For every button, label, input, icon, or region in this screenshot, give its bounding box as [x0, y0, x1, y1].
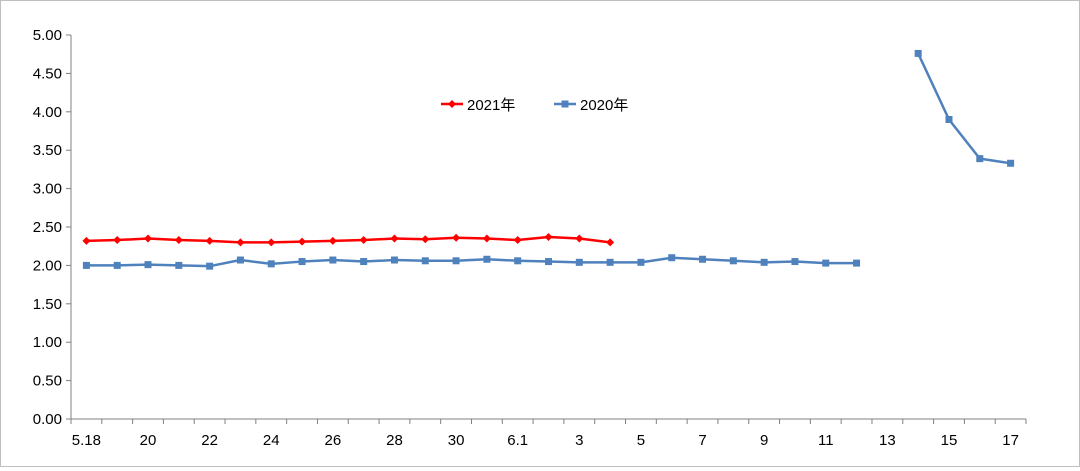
- x-tick-label: 17: [1002, 432, 1019, 449]
- data-point-1: [637, 258, 645, 266]
- data-point-1: [514, 257, 522, 265]
- data-point-1: [113, 261, 121, 269]
- data-point-1: [298, 258, 306, 266]
- series-line-0: [86, 235, 611, 244]
- legend-marker-0: [448, 100, 456, 108]
- data-point-0: [82, 236, 91, 245]
- y-tick-label: 1.00: [33, 334, 62, 351]
- data-point-0: [482, 234, 491, 243]
- data-point-1: [144, 261, 152, 269]
- x-tick-label: 6.1: [507, 432, 528, 449]
- y-tick-label: 3.00: [33, 181, 62, 198]
- y-tick-label: 0.00: [33, 411, 62, 428]
- x-tick-label: 22: [201, 432, 218, 449]
- data-point-0: [328, 236, 337, 245]
- x-tick-label: 28: [386, 432, 403, 449]
- data-point-1: [452, 257, 460, 265]
- data-point-1: [1007, 159, 1015, 167]
- data-point-0: [236, 238, 245, 247]
- data-point-0: [544, 232, 553, 241]
- data-point-1: [236, 256, 244, 264]
- series-line-1: [917, 52, 1011, 165]
- data-point-1: [329, 256, 337, 264]
- data-point-0: [144, 234, 153, 243]
- y-tick-label: 4.50: [33, 65, 62, 82]
- x-tick-label: 3: [575, 432, 583, 449]
- data-point-1: [421, 257, 429, 265]
- data-point-1: [175, 261, 183, 269]
- legend-label: 2020年: [580, 97, 628, 114]
- data-point-1: [82, 261, 90, 269]
- data-point-0: [575, 234, 584, 243]
- x-tick-label: 20: [140, 432, 157, 449]
- y-tick-label: 0.50: [33, 373, 62, 390]
- x-tick-label: 26: [325, 432, 342, 449]
- data-point-1: [699, 255, 707, 263]
- data-point-1: [976, 155, 984, 163]
- data-point-1: [914, 49, 922, 57]
- data-point-0: [205, 236, 214, 245]
- data-point-1: [945, 115, 953, 123]
- data-point-0: [298, 237, 307, 246]
- data-point-1: [760, 258, 768, 266]
- data-point-1: [668, 254, 676, 262]
- x-tick-label: 24: [263, 432, 280, 449]
- data-point-1: [729, 257, 737, 265]
- data-point-1: [791, 258, 799, 266]
- data-point-0: [113, 236, 122, 245]
- data-point-1: [545, 258, 552, 266]
- data-point-0: [421, 235, 430, 244]
- x-tick-label: 5.18: [72, 432, 101, 449]
- y-tick-label: 3.50: [33, 142, 62, 159]
- data-point-0: [174, 236, 183, 245]
- data-point-0: [513, 236, 522, 245]
- data-point-1: [606, 258, 614, 266]
- data-point-0: [452, 233, 461, 242]
- x-tick-label: 9: [760, 432, 768, 449]
- data-point-1: [853, 259, 861, 267]
- y-tick-label: 5.00: [33, 27, 62, 44]
- data-point-1: [390, 256, 398, 264]
- y-tick-label: 2.50: [33, 219, 62, 236]
- data-point-0: [359, 236, 368, 245]
- data-point-0: [390, 234, 399, 243]
- data-point-1: [822, 259, 830, 267]
- y-tick-label: 4.00: [33, 104, 62, 121]
- y-tick-label: 1.50: [33, 296, 62, 313]
- data-point-1: [267, 260, 275, 268]
- data-point-0: [267, 238, 276, 247]
- x-tick-label: 13: [879, 432, 896, 449]
- x-tick-label: 15: [941, 432, 958, 449]
- legend-marker-1: [561, 100, 569, 108]
- data-point-1: [483, 255, 491, 263]
- x-tick-label: 7: [698, 432, 706, 449]
- y-tick-label: 2.00: [33, 257, 62, 274]
- data-point-1: [575, 258, 583, 266]
- series-line-1: [86, 256, 857, 268]
- x-tick-label: 30: [448, 432, 465, 449]
- data-point-1: [206, 262, 214, 270]
- data-point-1: [360, 258, 368, 266]
- x-tick-label: 11: [818, 432, 834, 449]
- legend-label: 2021年: [467, 97, 515, 114]
- data-point-0: [606, 238, 615, 247]
- x-tick-label: 5: [637, 432, 645, 449]
